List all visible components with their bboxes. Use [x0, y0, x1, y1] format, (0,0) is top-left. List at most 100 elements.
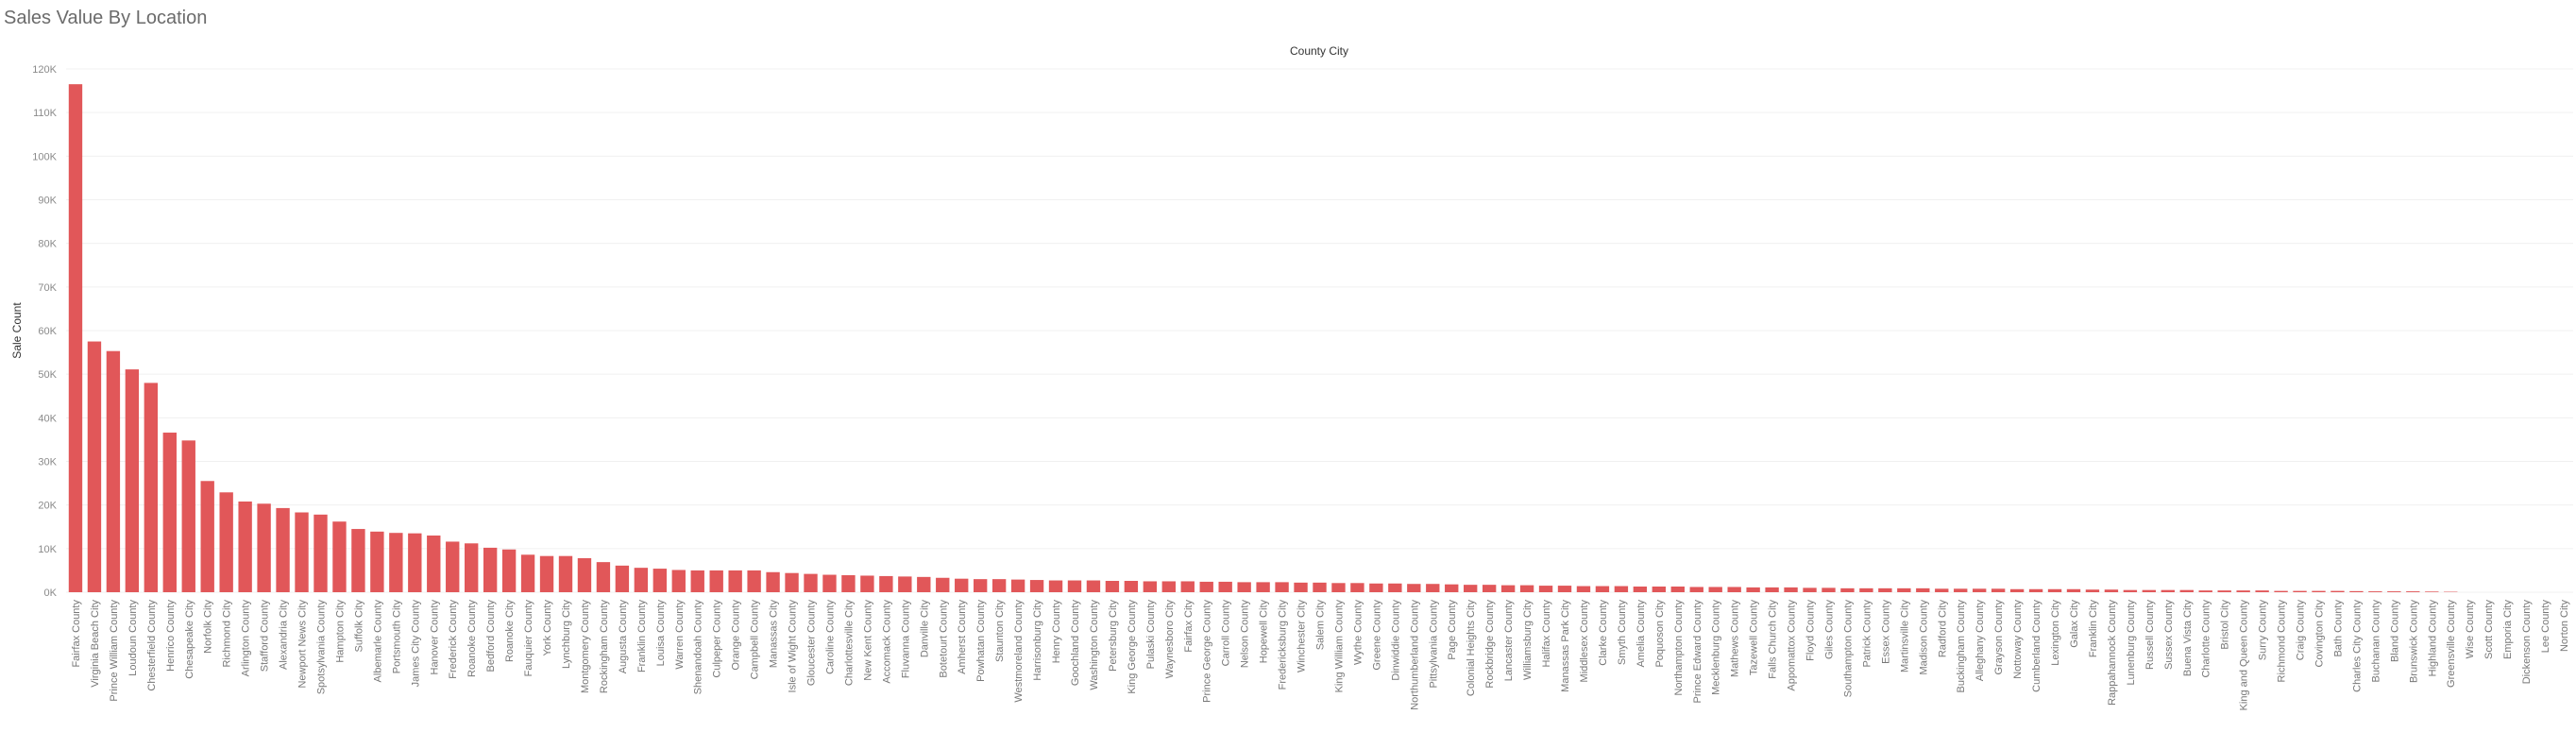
bar[interactable]	[1464, 585, 1478, 592]
bar[interactable]	[1500, 585, 1516, 592]
bar[interactable]	[408, 533, 422, 592]
bar[interactable]	[332, 521, 347, 592]
bar[interactable]	[1143, 581, 1158, 592]
bar[interactable]	[144, 383, 159, 592]
bar[interactable]	[991, 579, 1007, 592]
bar[interactable]	[1614, 586, 1629, 592]
bar[interactable]	[1746, 587, 1760, 592]
bar[interactable]	[2028, 588, 2043, 592]
bar[interactable]	[2085, 589, 2100, 592]
bar[interactable]	[879, 575, 893, 592]
bar[interactable]	[1029, 580, 1044, 592]
bar[interactable]	[2066, 588, 2081, 592]
bar[interactable]	[1916, 587, 1930, 592]
bar[interactable]	[2425, 591, 2439, 592]
bar[interactable]	[1199, 581, 1213, 592]
bar[interactable]	[2406, 591, 2420, 592]
bar[interactable]	[1557, 586, 1572, 592]
bar[interactable]	[841, 575, 856, 592]
bar[interactable]	[615, 565, 630, 592]
bar[interactable]	[1294, 582, 1308, 592]
bar[interactable]	[1765, 587, 1779, 592]
bar[interactable]	[1670, 587, 1685, 592]
bar[interactable]	[2255, 590, 2269, 592]
bar[interactable]	[1161, 581, 1176, 592]
bar[interactable]	[860, 575, 874, 592]
bar[interactable]	[1237, 582, 1251, 592]
bar[interactable]	[728, 570, 742, 592]
bar[interactable]	[465, 543, 479, 592]
bar[interactable]	[238, 501, 252, 592]
bar[interactable]	[427, 535, 441, 592]
bar[interactable]	[2179, 589, 2194, 592]
bar[interactable]	[1954, 588, 1968, 592]
bar[interactable]	[2217, 590, 2231, 592]
bar[interactable]	[1388, 583, 1402, 592]
bar[interactable]	[1331, 583, 1346, 592]
bar[interactable]	[785, 572, 799, 592]
bar[interactable]	[1576, 586, 1591, 592]
bar[interactable]	[1822, 587, 1836, 592]
bar[interactable]	[1538, 586, 1553, 592]
bar[interactable]	[1973, 588, 1987, 592]
bar[interactable]	[2047, 588, 2062, 592]
bar[interactable]	[257, 503, 271, 592]
bar[interactable]	[1275, 582, 1289, 592]
bar[interactable]	[1482, 585, 1497, 592]
bar[interactable]	[2274, 590, 2288, 592]
bar[interactable]	[2123, 589, 2138, 592]
bar[interactable]	[577, 557, 592, 592]
bar[interactable]	[1859, 587, 1873, 592]
bar[interactable]	[1086, 580, 1101, 592]
bar[interactable]	[2236, 590, 2250, 592]
bar[interactable]	[1218, 581, 1232, 592]
bar[interactable]	[671, 570, 686, 592]
bar[interactable]	[634, 568, 649, 592]
bar[interactable]	[389, 533, 403, 592]
bar[interactable]	[1784, 587, 1798, 592]
bar[interactable]	[1350, 583, 1364, 592]
bar[interactable]	[106, 350, 121, 592]
bar[interactable]	[1369, 583, 1383, 592]
bar[interactable]	[955, 578, 969, 592]
bar[interactable]	[87, 341, 102, 592]
bar[interactable]	[1445, 584, 1459, 592]
bar[interactable]	[539, 555, 554, 592]
bar[interactable]	[68, 84, 83, 592]
bar[interactable]	[446, 541, 460, 592]
bar[interactable]	[2104, 589, 2119, 592]
bar[interactable]	[2330, 590, 2345, 592]
bar[interactable]	[351, 529, 365, 592]
bar[interactable]	[1633, 587, 1648, 592]
bar[interactable]	[219, 492, 233, 592]
bar[interactable]	[690, 570, 704, 592]
bar[interactable]	[125, 369, 140, 592]
bar[interactable]	[200, 481, 214, 592]
bar[interactable]	[2368, 591, 2382, 592]
bar[interactable]	[181, 440, 195, 592]
bar[interactable]	[709, 570, 723, 592]
bar[interactable]	[804, 573, 818, 592]
bar[interactable]	[2009, 588, 2025, 592]
bar[interactable]	[1708, 587, 1722, 592]
bar[interactable]	[2293, 590, 2307, 592]
bar[interactable]	[483, 547, 498, 592]
bar[interactable]	[162, 433, 177, 592]
bar[interactable]	[2161, 589, 2175, 592]
bar[interactable]	[276, 507, 290, 592]
bar[interactable]	[1256, 582, 1270, 592]
bar[interactable]	[2349, 590, 2364, 592]
bar[interactable]	[370, 531, 384, 592]
bar[interactable]	[2198, 590, 2212, 592]
bar[interactable]	[936, 577, 950, 592]
bar[interactable]	[1897, 587, 1911, 592]
bar[interactable]	[1519, 585, 1534, 592]
bar[interactable]	[2142, 589, 2157, 592]
bar[interactable]	[917, 576, 931, 592]
bar[interactable]	[520, 554, 535, 592]
bar[interactable]	[1878, 587, 1892, 592]
bar[interactable]	[1180, 581, 1195, 592]
bar[interactable]	[1124, 581, 1139, 592]
bar[interactable]	[973, 579, 988, 592]
bar[interactable]	[1067, 580, 1082, 592]
